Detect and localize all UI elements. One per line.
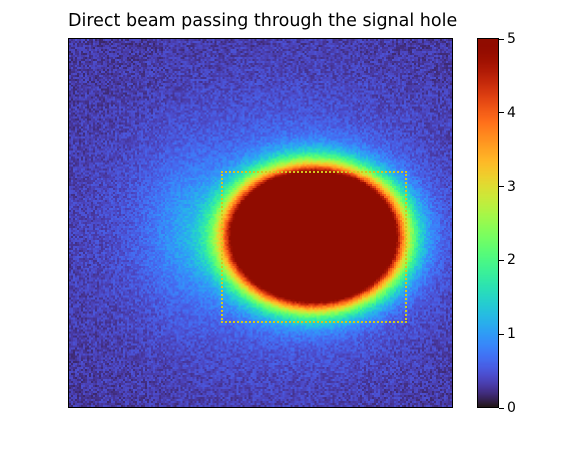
colorbar-tick-label: 5 xyxy=(507,31,516,47)
plot-area xyxy=(68,38,453,408)
colorbar-tick-label: 0 xyxy=(507,400,516,416)
colorbar-tick-label: 3 xyxy=(507,178,516,195)
chart-title: Direct beam passing through the signal h… xyxy=(68,11,458,31)
colorbar-tick xyxy=(499,38,504,40)
colorbar-tick-label: 2 xyxy=(507,252,516,269)
colorbar-tick xyxy=(499,186,504,188)
colorbar-tick xyxy=(499,333,504,335)
colorbar xyxy=(477,38,499,408)
colorbar-tick xyxy=(499,259,504,261)
heatmap-image xyxy=(69,39,452,407)
colorbar-tick-label: 1 xyxy=(507,326,516,343)
colorbar-tick xyxy=(499,112,504,114)
colorbar-tick xyxy=(499,407,504,409)
colorbar-tick-label: 4 xyxy=(507,104,516,121)
roi-dotted-box xyxy=(221,171,407,323)
colorbar-gradient xyxy=(478,39,498,407)
